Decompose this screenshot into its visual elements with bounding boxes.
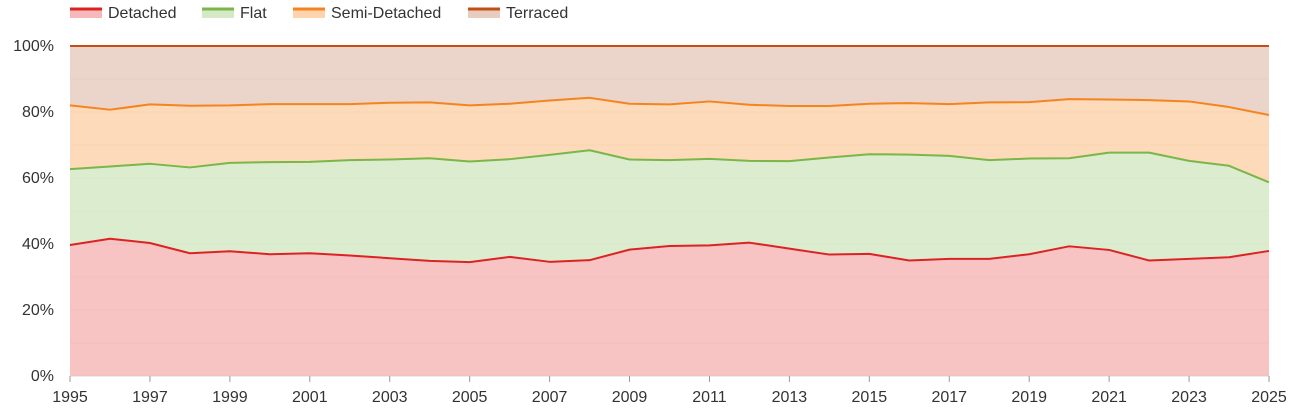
legend-swatch [70, 8, 102, 18]
series-areas [70, 46, 1269, 376]
area-semi-detached [70, 97, 1269, 183]
legend-swatch [468, 8, 500, 18]
x-tick-label: 2023 [1171, 389, 1207, 406]
x-axis: 1995 1997 1999 2001 2003 2005 2007 2009 2011 2013… [52, 376, 1287, 406]
x-tick-label: 2025 [1251, 389, 1287, 406]
x-tick-label: 2019 [1011, 389, 1047, 406]
x-tick-label: 2007 [532, 389, 568, 406]
y-tick-label: 100% [13, 38, 54, 55]
x-tick-label: 2017 [931, 389, 967, 406]
x-tick-label: 1997 [132, 389, 168, 406]
x-tick-label: 2003 [372, 389, 408, 406]
legend-swatch [293, 8, 325, 18]
y-axis: 0% 20% 40% 60% 80% 100% [13, 38, 54, 385]
legend: Detached Flat Semi-Detached Terraced [70, 5, 568, 22]
y-tick-label: 40% [22, 236, 54, 253]
x-tick-label: 2013 [772, 389, 808, 406]
legend-swatch [202, 8, 234, 18]
legend-item-terraced[interactable]: Terraced [468, 5, 568, 22]
x-tick-label: 2009 [612, 389, 648, 406]
legend-item-flat[interactable]: Flat [202, 5, 267, 22]
legend-item-detached[interactable]: Detached [70, 5, 177, 22]
x-tick-label: 2011 [692, 389, 727, 406]
x-tick-label: 2021 [1091, 389, 1127, 406]
line-flat [69, 149, 1270, 184]
legend-item-semi-detached[interactable]: Semi-Detached [293, 5, 441, 22]
line-semi-detached [69, 96, 1270, 116]
x-tick-label: 2015 [852, 389, 888, 406]
y-tick-label: 0% [31, 368, 54, 385]
y-tick-label: 80% [22, 104, 54, 121]
area-flat [70, 150, 1269, 263]
x-tick-label: 1995 [52, 389, 88, 406]
legend-label: Flat [240, 5, 267, 22]
legend-label: Semi-Detached [331, 5, 441, 22]
area-terraced [70, 46, 1269, 115]
x-tick-label: 1999 [212, 389, 248, 406]
legend-label: Detached [108, 5, 177, 22]
series-lines [69, 45, 1270, 264]
legend-label: Terraced [506, 5, 568, 22]
line-detached [69, 237, 1270, 264]
area-detached [70, 238, 1269, 376]
x-tick-label: 2005 [452, 389, 488, 406]
x-tick-label: 2001 [292, 389, 328, 406]
y-tick-label: 60% [22, 170, 54, 187]
y-tick-label: 20% [22, 302, 54, 319]
